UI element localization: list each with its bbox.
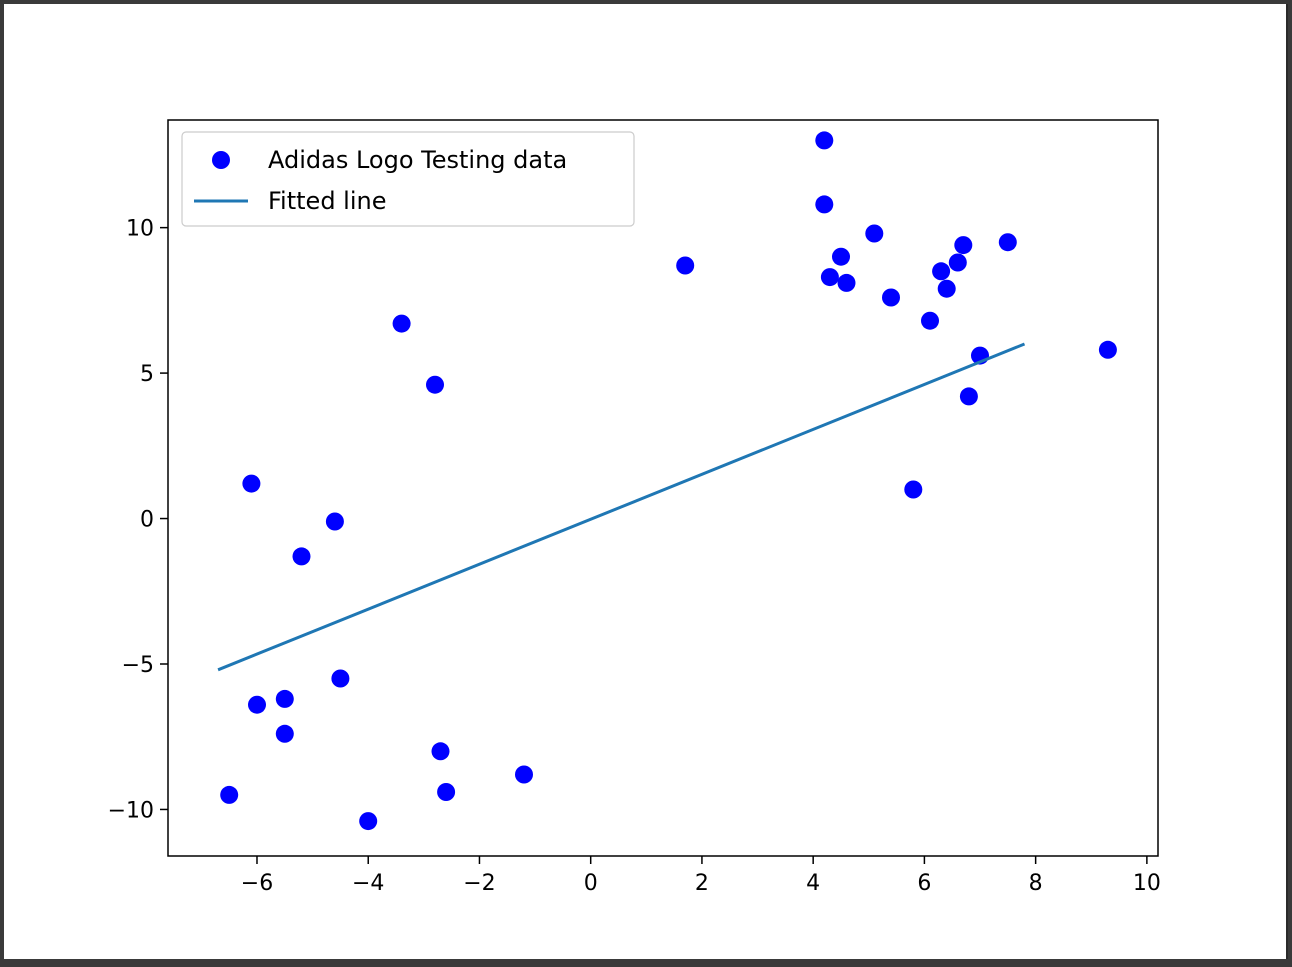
scatter-point [832, 247, 850, 266]
fitted-line-layer [217, 342, 1026, 672]
scatter-point [998, 233, 1017, 252]
y-tick-label: 10 [126, 217, 154, 242]
scatter-point [275, 724, 294, 743]
x-tick-label: 4 [806, 871, 820, 896]
scatter-point [820, 268, 839, 287]
scatter-point [921, 311, 939, 330]
x-tick-label: 8 [1029, 871, 1043, 896]
legend-box [181, 131, 635, 227]
x-tick-label: 0 [584, 871, 598, 896]
x-tick-label: −4 [352, 871, 384, 896]
scatter-points [220, 131, 1117, 831]
scatter-point [959, 387, 978, 406]
scatter-chart: −6 −4 −2 0 2 4 6 8 10 −10 −5 0 5 10 Adidas Logo Test… [108, 119, 1161, 896]
scatter-point [865, 224, 884, 243]
scatter-point [325, 512, 344, 531]
x-tick-label: −2 [463, 871, 495, 896]
x-tick-label: 6 [917, 871, 931, 896]
x-tick-label: 10 [1133, 871, 1161, 896]
scatter-point [515, 765, 533, 784]
x-axis-ticks: −6 −4 −2 0 2 4 6 8 10 [241, 856, 1161, 896]
scatter-point [815, 195, 834, 214]
y-tick-label: 5 [140, 362, 154, 387]
scatter-point [937, 279, 956, 298]
scatter-point [426, 375, 444, 394]
scatter-point [954, 236, 973, 255]
legend-label-scatter: Adidas Logo Testing data [268, 146, 567, 174]
x-tick-label: 2 [695, 871, 709, 896]
scatter-point [676, 256, 695, 275]
scatter-point [248, 695, 266, 714]
scatter-point [904, 480, 923, 499]
scatter-point [359, 812, 378, 831]
y-tick-label: −10 [108, 798, 154, 823]
plot-area-border [167, 119, 1159, 857]
x-tick-label: −6 [241, 871, 273, 896]
scatter-point [392, 314, 411, 333]
legend-label-line: Fitted line [268, 187, 387, 215]
figure-window: −6 −4 −2 0 2 4 6 8 10 −10 −5 0 5 10 Adidas Logo Test… [4, 4, 1288, 959]
y-axis-ticks: −10 −5 0 5 10 [108, 217, 168, 823]
scatter-point [431, 742, 450, 761]
scatter-point [220, 785, 239, 804]
scatter-point [815, 131, 834, 150]
y-tick-label: −5 [122, 653, 154, 678]
scatter-point [331, 669, 350, 688]
legend-marker-scatter [212, 151, 230, 169]
scatter-point [948, 253, 967, 272]
scatter-point [242, 474, 261, 493]
scatter-point [932, 262, 951, 281]
scatter-point [882, 288, 900, 307]
scatter-point [1098, 340, 1117, 359]
fitted-line [217, 342, 1026, 672]
scatter-point [292, 547, 311, 566]
scatter-point [275, 689, 294, 708]
legend: Adidas Logo Testing data Fitted line [181, 131, 635, 227]
y-tick-label: 0 [140, 508, 154, 533]
scatter-point [837, 273, 856, 292]
scatter-point [437, 783, 456, 801]
